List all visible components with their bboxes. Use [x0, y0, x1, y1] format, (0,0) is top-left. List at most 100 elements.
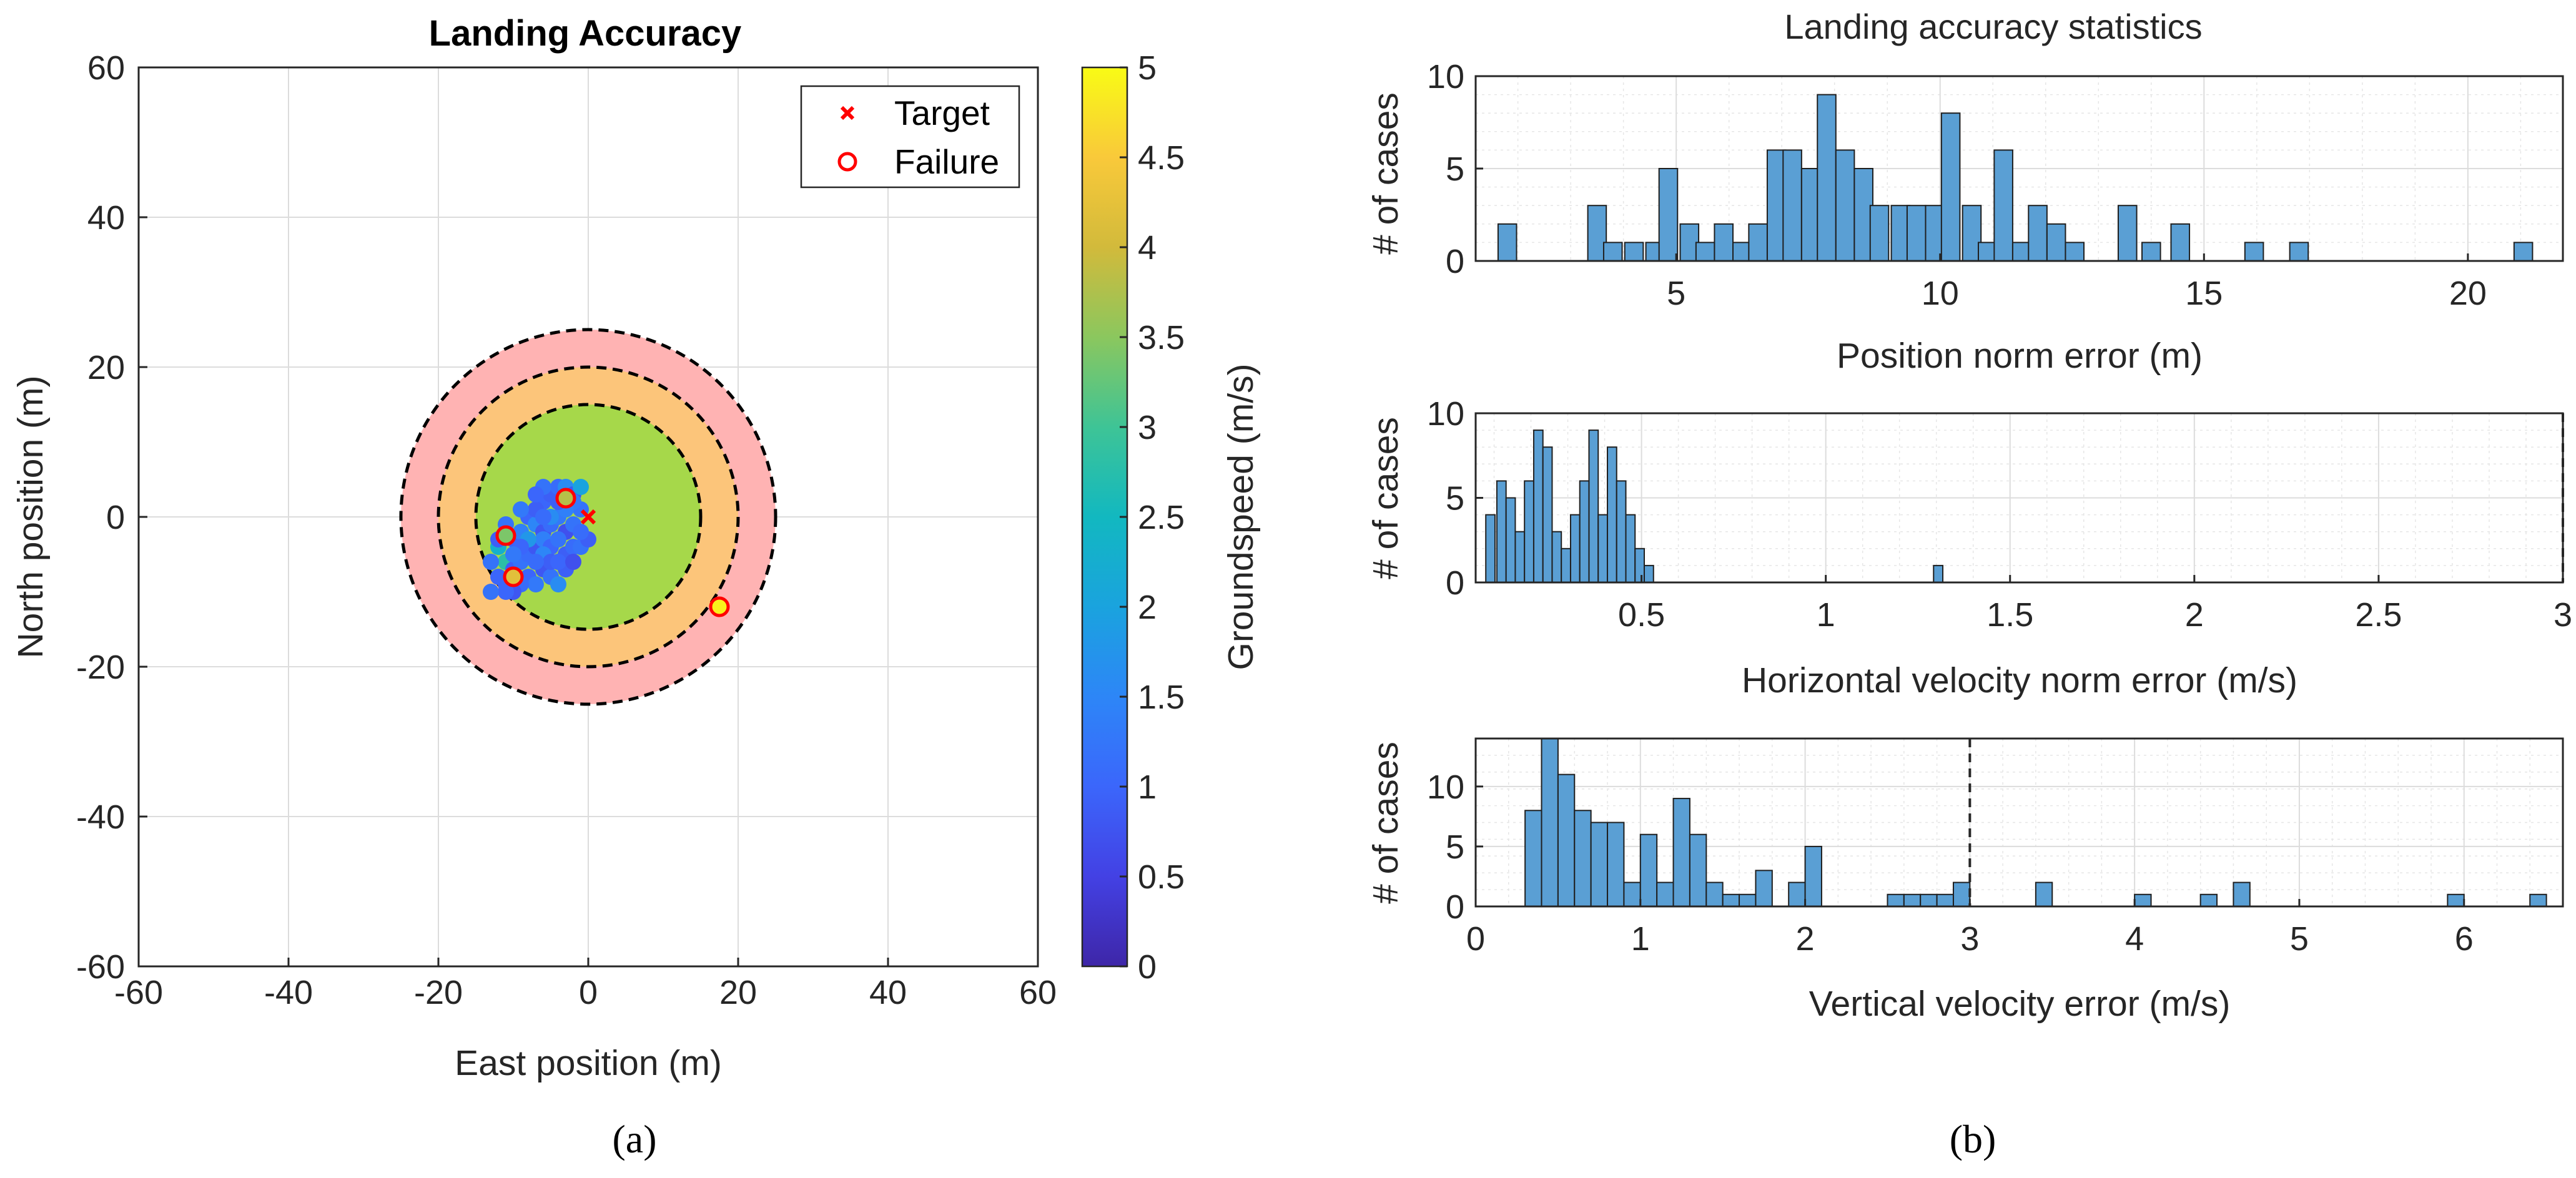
x-tick-label: 40	[869, 974, 907, 1011]
x-tick-label: -40	[264, 974, 313, 1011]
histogram-bar	[1607, 822, 1625, 907]
scatter-point	[550, 554, 566, 570]
histogram-bar	[1541, 738, 1559, 907]
scatter-point	[535, 509, 551, 525]
histogram-bar	[1788, 881, 1806, 907]
y-tick-label: 0	[106, 499, 125, 536]
x-tick-label: 6	[2455, 920, 2474, 958]
colorbar-tick-label: 5	[1138, 49, 1157, 87]
scatter-point	[513, 501, 529, 518]
histogram-bar	[1616, 480, 1627, 584]
y-tick-label: 40	[87, 199, 125, 237]
x-tick-label: 5	[1667, 275, 1685, 312]
histogram-bar	[1906, 205, 1927, 262]
histogram-bar	[1497, 223, 1517, 262]
scatter-point	[528, 486, 544, 503]
position-x-axis-label: Position norm error (m)	[1837, 336, 2203, 376]
colorbar-tick-label: 3.5	[1138, 319, 1185, 356]
histogram-bar	[1606, 446, 1617, 584]
x-tick-label: 2	[2185, 596, 2204, 634]
scatter-point	[528, 554, 544, 570]
colorbar: 5 4.5 4 3.5 3 2.5 2 1.5 1 0.5 0 Groundspeed (m/s)	[1081, 49, 1261, 986]
failure-point	[503, 566, 524, 587]
histogram-bar	[1739, 893, 1757, 908]
legend-failure-marker-icon	[837, 152, 857, 172]
x-tick-label: 3	[1960, 920, 1979, 958]
histogram-bar	[1689, 833, 1707, 907]
histogram-bar	[1920, 893, 1938, 908]
histogram-bar	[2035, 881, 2053, 907]
legend-failure-label: Failure	[894, 142, 999, 181]
caption-b: (b)	[1950, 1117, 1996, 1161]
x-tick-label: 4	[2125, 920, 2144, 958]
y-tick-label: 0	[1446, 564, 1464, 602]
failure-points	[495, 488, 730, 617]
histogram-bar	[2046, 223, 2066, 262]
statistics-title: Landing accuracy statistics	[1784, 7, 2202, 46]
colorbar-tick-label: 0.5	[1138, 858, 1185, 896]
histogram-bar	[2513, 242, 2534, 262]
histogram-bar	[1532, 429, 1544, 583]
histogram-bar	[1524, 810, 1542, 908]
y-tick-label: 5	[1446, 480, 1464, 518]
histogram-bar	[2117, 205, 2138, 262]
histogram-bar	[1625, 514, 1636, 583]
y-tick-label: 0	[1446, 888, 1464, 926]
colorbar-tick-label: 3	[1138, 409, 1157, 446]
landing-statistics-chart: Landing accuracy statistics 5 10 15 201050 …	[1366, 7, 2572, 1161]
histogram-bar	[1748, 223, 1768, 262]
histogram-bar	[1602, 242, 1623, 262]
failure-point	[495, 525, 516, 546]
histogram-bar	[1705, 881, 1724, 907]
position-error-histogram: 5 10 15 20 10 5 0	[1427, 58, 2564, 312]
colorbar-tick-label: 2	[1138, 589, 1157, 626]
legend: Target Failure	[800, 85, 1020, 189]
colorbar-tick-label: 4	[1138, 229, 1157, 267]
horizontal-velocity-x-axis-label: Horizontal velocity norm error (m/s)	[1742, 660, 2297, 700]
histogram-bar	[1804, 845, 1822, 908]
histogram-bar	[1817, 94, 1837, 262]
x-tick-label: -20	[414, 974, 463, 1011]
x-tick-label: 1	[1631, 920, 1650, 958]
y-tick-label: -20	[76, 649, 125, 686]
histogram-bar	[1551, 531, 1562, 584]
scatter-point	[483, 554, 499, 570]
y-tick-label: 10	[1427, 58, 1464, 96]
histogram-bar	[1569, 514, 1581, 583]
scatter-point	[505, 546, 521, 562]
x-tick-label: 3	[2554, 596, 2572, 634]
histogram-bar	[1524, 480, 1534, 584]
landing-accuracy-chart: Landing Accuracy -60 -40 -20 0 20 40 60 604020…	[11, 13, 1261, 1161]
x-tick-label: 5	[2290, 920, 2309, 958]
y-tick-label: 20	[87, 349, 125, 386]
x-tick-label: 0.5	[1618, 596, 1665, 634]
x-tick-label: 20	[719, 974, 757, 1011]
y-tick-label: 5	[1446, 150, 1464, 188]
colorbar-tick-label: 1	[1138, 768, 1157, 806]
scatter-point	[483, 584, 499, 600]
histogram-bar	[1695, 242, 1715, 262]
x-tick-label: 20	[2449, 275, 2487, 312]
scatter-point	[550, 576, 566, 592]
x-tick-label: 60	[1019, 974, 1057, 1011]
vertical-velocity-histogram: 0 1 2 3 4 5 6 10 5 0	[1427, 737, 2564, 958]
x-tick-label: 10	[1922, 275, 1959, 312]
y-tick-label: -40	[76, 798, 125, 836]
colorbar-tick-label: 2.5	[1138, 499, 1185, 536]
vertical-velocity-y-axis-label: # of cases	[1366, 742, 1406, 904]
vertical-velocity-x-axis-label: Vertical velocity error (m/s)	[1809, 984, 2231, 1024]
horizontal-velocity-histogram: 0.5 1 1.5 2 2.5 3 10 5 0	[1427, 395, 2572, 634]
y-tick-label: 10	[1427, 395, 1464, 433]
horizontal-velocity-y-axis-label: # of cases	[1366, 417, 1406, 579]
y-tick-label: 10	[1427, 768, 1464, 806]
histogram-bar	[1561, 547, 1571, 583]
histogram-bar	[1485, 514, 1496, 583]
legend-target-marker-icon	[840, 106, 855, 120]
histogram-bar	[2028, 205, 2048, 262]
histogram-bar	[1887, 893, 1905, 908]
colorbar-tick-label: 1.5	[1138, 679, 1185, 716]
y-tick-labels: 60 40 20 0 -20 -40 -60	[76, 49, 147, 986]
histogram-bar	[2529, 893, 2547, 908]
histogram-bar	[1557, 773, 1576, 907]
histogram-bar	[2199, 893, 2218, 908]
